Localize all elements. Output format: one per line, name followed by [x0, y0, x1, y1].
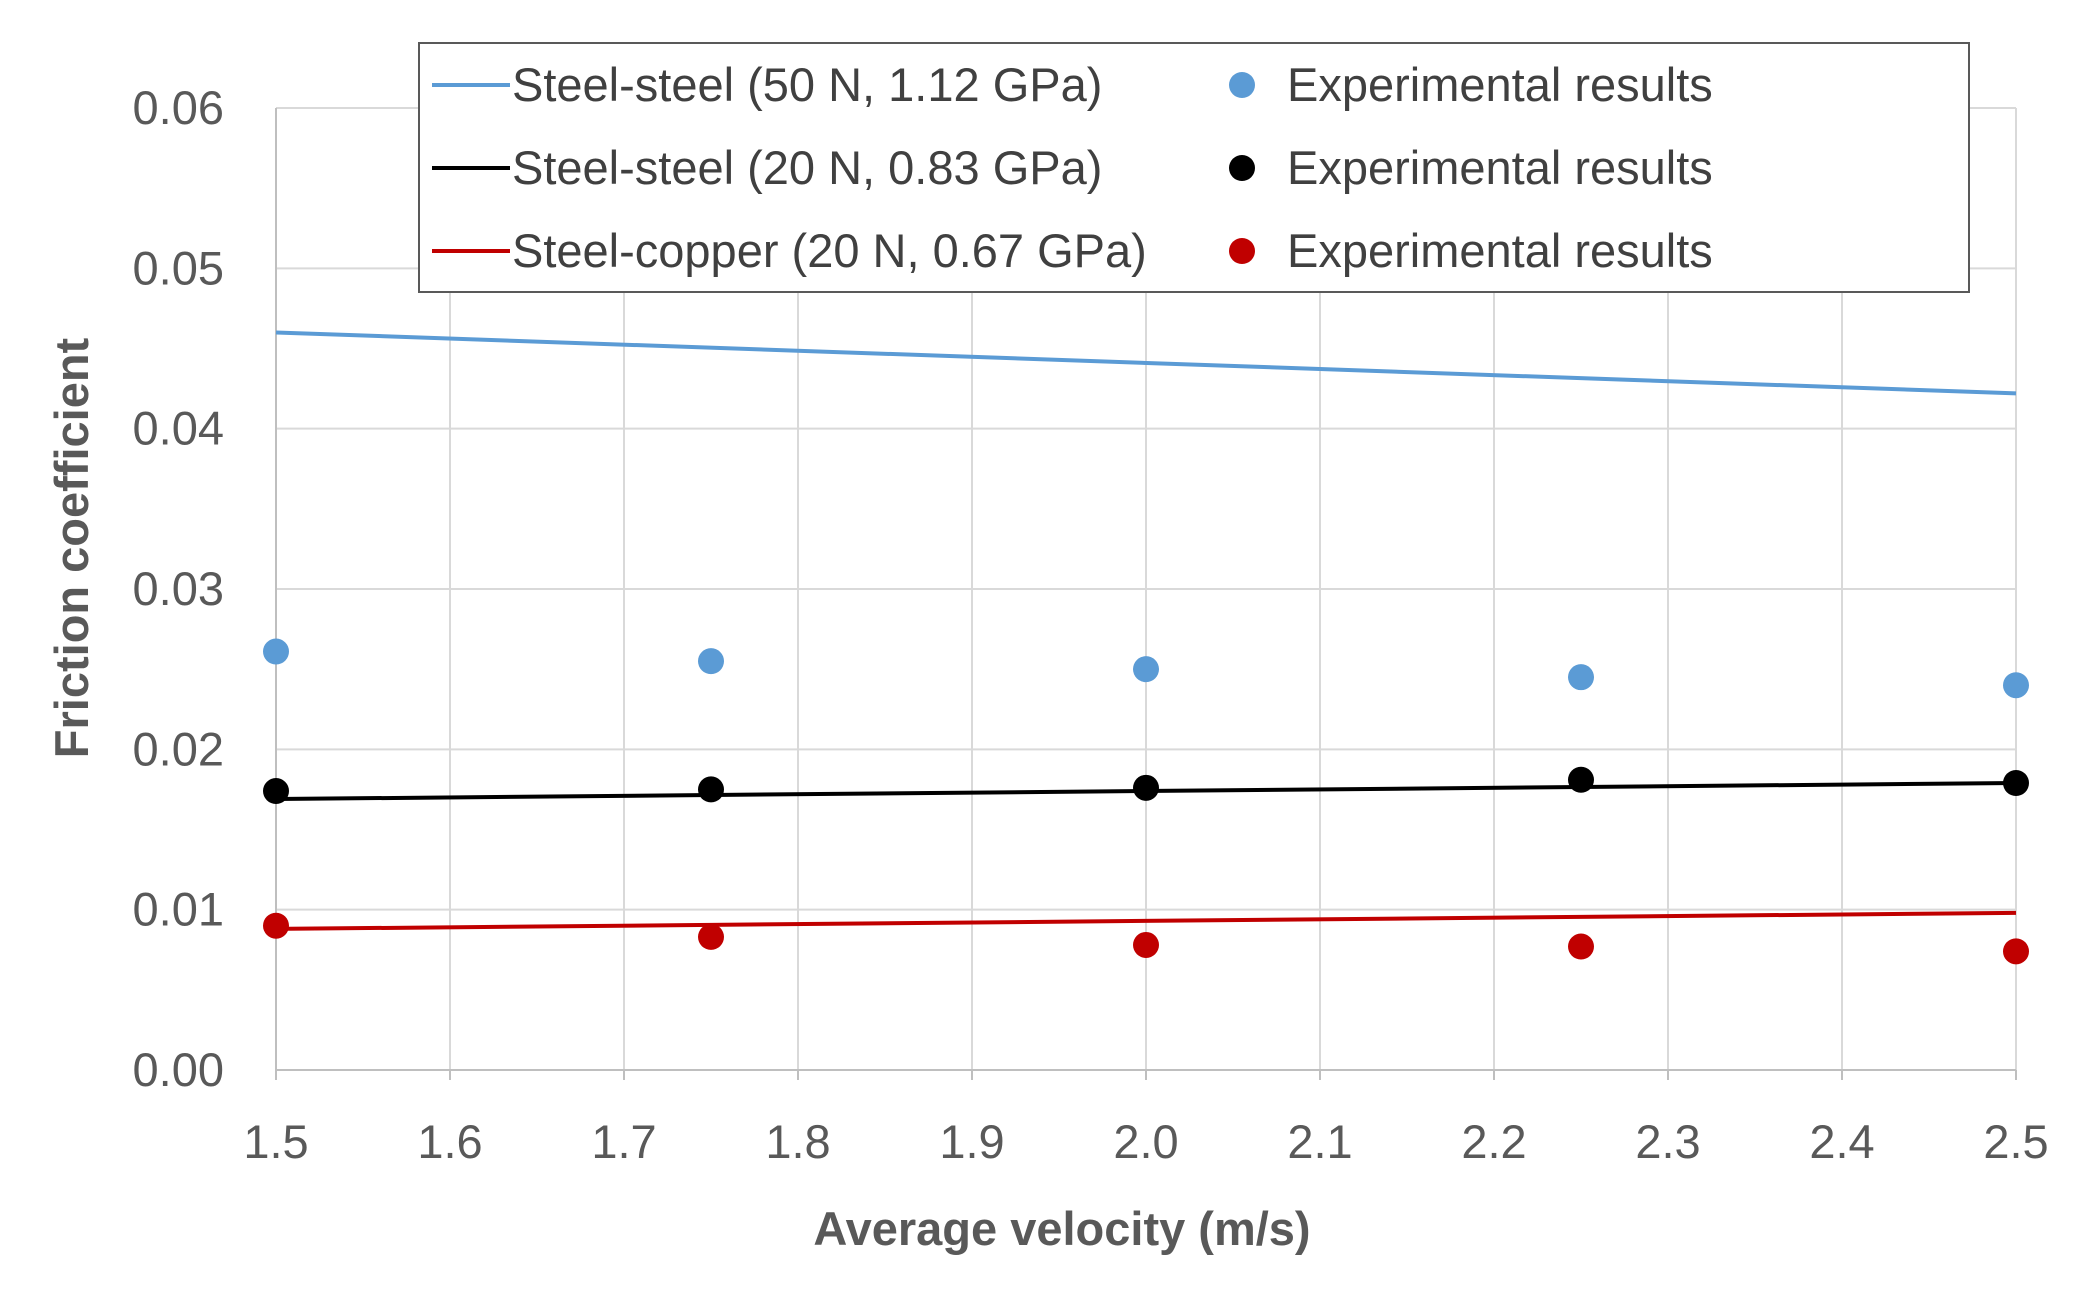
x-tick-label: 1.5	[243, 1115, 308, 1168]
legend-label-2: Steel-steel (20 N, 0.83 GPa)	[512, 141, 1102, 194]
x-axis-title: Average velocity (m/s)	[813, 1202, 1310, 1255]
legend-marker-swatch-5	[1229, 238, 1255, 264]
tick-labels: 0.00 0.01 0.02 0.03 0.04 0.05 0.06 1.5 1.6 1.7 1.8…	[133, 81, 2049, 1168]
data-point-1-4	[2003, 672, 2029, 699]
x-tick-label: 2.0	[1113, 1115, 1178, 1168]
y-tick-label: 0.01	[133, 883, 224, 936]
legend-label-3: Experimental results	[1287, 141, 1713, 194]
legend-label-5: Experimental results	[1287, 224, 1713, 277]
x-tick-label: 2.1	[1287, 1115, 1352, 1168]
y-tick-label: 0.06	[133, 81, 224, 134]
x-tick-label: 2.4	[1809, 1115, 1874, 1168]
data-point-1-3	[1568, 664, 1594, 691]
x-tick-label: 1.8	[765, 1115, 830, 1168]
x-tick-label: 1.7	[591, 1115, 656, 1168]
data-point-3-2	[1133, 774, 1159, 801]
data-point-5-2	[1133, 931, 1159, 958]
x-tick-label: 1.6	[417, 1115, 482, 1168]
legend: Steel-steel (50 N, 1.12 GPa) Experimental…	[418, 42, 1970, 293]
data-point-1-0	[263, 638, 289, 665]
x-tick-label: 2.3	[1635, 1115, 1700, 1168]
axes	[275, 108, 2017, 1080]
legend-marker-swatch-1	[1229, 72, 1255, 98]
legend-label-0: Steel-steel (50 N, 1.12 GPa)	[512, 58, 1102, 111]
series-line-0	[275, 330, 2017, 396]
y-tick-label: 0.00	[133, 1043, 224, 1096]
x-tick-label: 2.5	[1983, 1115, 2048, 1168]
plot-area	[263, 330, 2029, 965]
data-point-3-3	[1568, 766, 1594, 793]
y-tick-label: 0.04	[133, 402, 224, 455]
legend-label-4: Steel-copper (20 N, 0.67 GPa)	[512, 224, 1147, 277]
y-axis-title: Friction coefficient	[45, 337, 98, 758]
data-point-3-4	[2003, 770, 2029, 797]
data-point-5-1	[698, 923, 724, 950]
data-point-3-0	[263, 778, 289, 805]
legend-box	[418, 42, 1970, 293]
data-point-3-1	[698, 776, 724, 803]
data-point-5-0	[263, 912, 289, 939]
x-tick-label: 2.2	[1461, 1115, 1526, 1168]
data-point-1-1	[698, 648, 724, 675]
data-point-1-2	[1133, 656, 1159, 683]
y-tick-label: 0.05	[133, 241, 224, 294]
y-tick-label: 0.03	[133, 562, 224, 615]
y-tick-label: 0.02	[133, 722, 224, 775]
legend-label-1: Experimental results	[1287, 58, 1713, 111]
x-tick-label: 1.9	[939, 1115, 1004, 1168]
legend-marker-swatch-3	[1229, 155, 1255, 181]
series-line-4	[275, 910, 2017, 931]
data-point-5-3	[1568, 933, 1594, 960]
data-point-5-4	[2003, 938, 2029, 965]
